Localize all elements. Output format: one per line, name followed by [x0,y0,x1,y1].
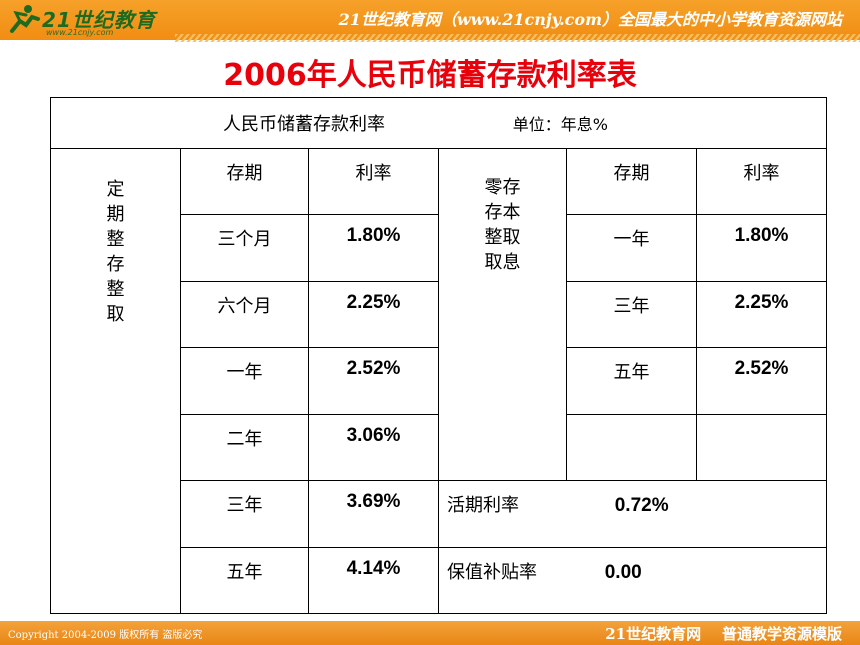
right-rate-header: 利率 [696,148,827,215]
subsidy-rate-value: 0.00 [604,562,642,583]
left-term-cell: 一年 [180,347,309,415]
right-rate-cell: 2.52% [696,347,827,415]
page-title: 2006年人民币储蓄存款利率表 [223,58,637,93]
top-banner: 21世纪教育 www.21cnjy.com 21世纪教育网（www.21cnjy… [0,0,860,40]
footer-brand: 21世纪教育网 普通教学资源模版 [605,625,842,643]
left-rate-cell: 2.52% [308,347,439,415]
table-caption: 人民币储蓄存款利率 [223,114,385,135]
right-rate-cell: 1.80% [696,214,827,282]
left-term-header: 存期 [180,148,309,215]
left-term-cell: 三年 [180,480,309,548]
site-slogan: 21世纪教育网（www.21cnjy.com）全国最大的中小学教育资源网站 [338,10,842,29]
decorative-stripes [175,34,860,42]
fixed-deposit-label-cell: 定期整存整取 [50,148,181,614]
right-term-cell: 五年 [566,347,697,415]
left-rate-cell: 2.25% [308,281,439,348]
copyright-text: Copyright 2004-2009 版权所有 盗版必究 [8,630,203,641]
runner-logo-icon [10,5,40,33]
right-term-cell: 一年 [566,214,697,282]
right-term-cell: 三年 [566,281,697,348]
subsidy-rate-row: 保值补贴率 0.00 [438,547,827,614]
left-rate-header: 利率 [308,148,439,215]
subsidy-rate-label: 保值补贴率 [447,562,537,583]
unit-label: 单位：年息% [512,115,608,134]
empty-cell [566,414,697,481]
left-rate-cell: 3.69% [308,480,439,548]
installment-label: 零存存本整取取息 [484,177,521,273]
right-rate-cell: 2.25% [696,281,827,348]
right-term-header: 存期 [566,148,697,215]
installment-label-cell: 零存存本整取取息 [438,148,567,481]
left-term-cell: 二年 [180,414,309,481]
bottom-banner: Copyright 2004-2009 版权所有 盗版必究 21世纪教育网 普通… [0,621,860,645]
left-rate-cell: 4.14% [308,547,439,614]
empty-cell [696,414,827,481]
left-rate-cell: 3.06% [308,414,439,481]
current-rate-row: 活期利率 0.72% [438,480,827,548]
left-rate-cell: 1.80% [308,214,439,282]
rate-table: 人民币储蓄存款利率 单位：年息% 定期整存整取 存期 利率 零存存本整取取息 存… [50,97,827,614]
fixed-deposit-label: 定期整存整取 [106,179,125,325]
left-term-cell: 六个月 [180,281,309,348]
left-term-cell: 五年 [180,547,309,614]
rate-table-wrapper: 人民币储蓄存款利率 单位：年息% 定期整存整取 存期 利率 零存存本整取取息 存… [50,97,827,614]
logo-text: 21世纪教育 [42,8,156,32]
left-term-cell: 三个月 [180,214,309,282]
current-rate-label: 活期利率 [447,495,519,516]
current-rate-value: 0.72% [614,495,669,516]
logo-url: www.21cnjy.com [46,28,114,37]
table-header-row: 人民币储蓄存款利率 单位：年息% [50,97,827,149]
